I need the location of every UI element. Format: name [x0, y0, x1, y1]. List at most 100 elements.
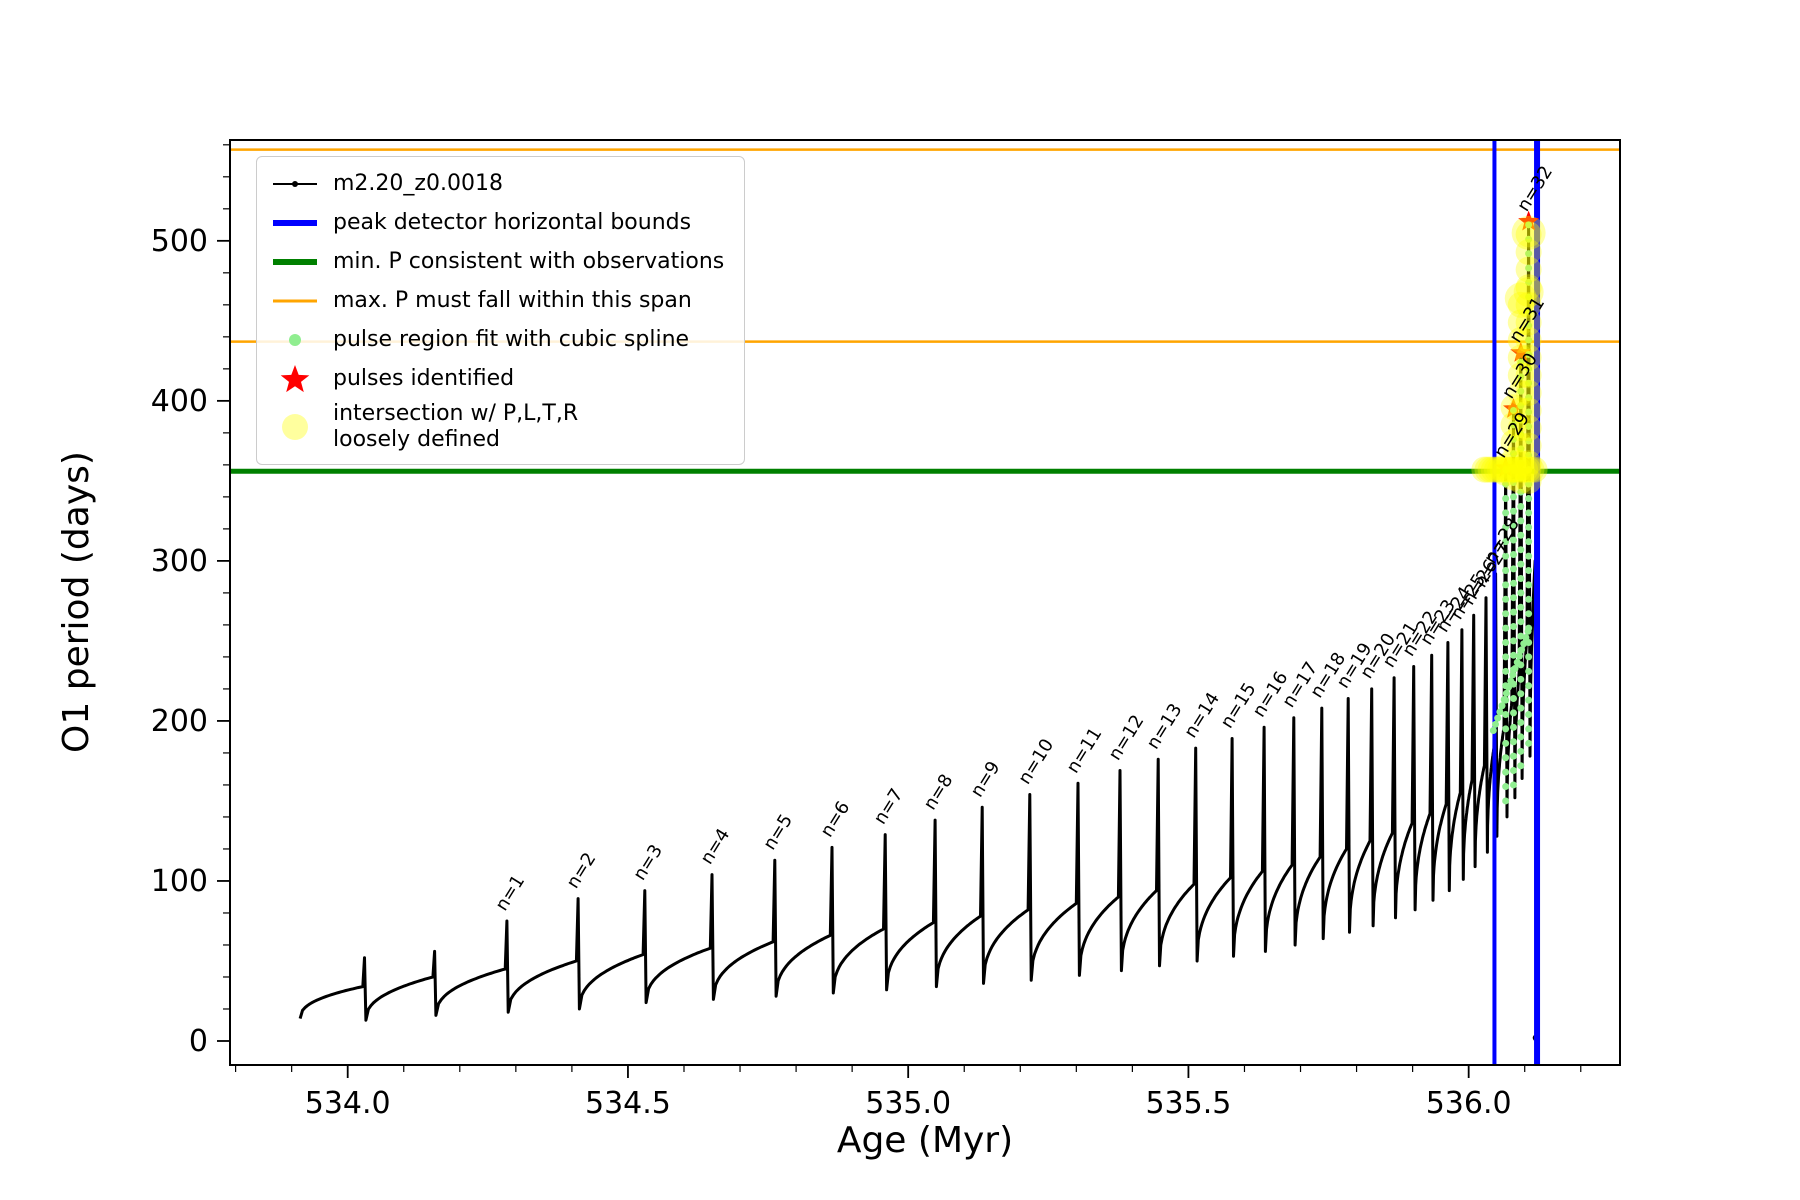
spline-dot — [1525, 552, 1533, 560]
spline-dot — [1517, 719, 1525, 727]
y-tick-label: 100 — [151, 864, 208, 899]
intersection-marker — [1515, 362, 1542, 389]
intersection-marker — [1489, 453, 1522, 486]
intersection-marker — [1515, 415, 1542, 442]
spline-dot — [1510, 450, 1518, 458]
spline-dot — [1510, 536, 1518, 544]
spline-dot — [1510, 637, 1518, 645]
spline-dot — [1517, 690, 1525, 698]
legend-label: max. P must fall within this span — [333, 287, 692, 313]
spline-dot — [1517, 502, 1525, 510]
spline-dot — [1525, 581, 1533, 589]
intersection-marker — [1513, 277, 1544, 308]
spline-dot — [1525, 408, 1533, 416]
spline-dot — [1517, 488, 1525, 496]
intersection-marker — [1500, 447, 1527, 474]
spline-dot — [1525, 509, 1533, 517]
spline-dot — [1525, 422, 1533, 430]
intersection-marker — [1515, 397, 1542, 424]
spline-dot — [1510, 723, 1518, 731]
spline-dot — [1502, 480, 1510, 488]
pulse-star-icon — [1518, 210, 1540, 231]
intersection-marker — [1507, 362, 1534, 389]
spline-dot — [1525, 293, 1533, 301]
pulse-label: n=7 — [870, 785, 908, 828]
intersection-marker — [1480, 456, 1507, 483]
spline-dot — [1517, 387, 1525, 395]
spline-dot — [1517, 589, 1525, 597]
spline-dot — [1517, 430, 1525, 438]
intersection-marker — [1521, 456, 1548, 483]
legend-marker-dot-icon — [289, 334, 301, 346]
intersection-marker — [1474, 456, 1501, 483]
intersection-marker — [1500, 394, 1527, 421]
spline-dot — [1492, 720, 1500, 728]
legend-label: pulses identified — [333, 365, 515, 391]
spline-dot — [1510, 709, 1518, 717]
intersection-marker — [1493, 456, 1520, 483]
spline-dot — [1525, 235, 1533, 243]
spline-dot — [1525, 725, 1533, 733]
legend-label: peak detector horizontal bounds — [333, 209, 692, 235]
intersection-marker — [1515, 221, 1542, 248]
spline-dot — [1502, 739, 1510, 747]
spline-dot — [1525, 394, 1533, 402]
spline-dot — [1525, 682, 1533, 690]
spline-dot — [1510, 406, 1518, 414]
spline-dot — [1525, 451, 1533, 459]
x-tick-label: 535.0 — [865, 1086, 951, 1121]
spline-dot — [1525, 336, 1533, 344]
legend-label: intersection w/ P,L,T,R loosely defined — [333, 401, 579, 453]
spline-dot — [1517, 373, 1525, 381]
spline-dot — [1525, 466, 1533, 474]
spline-dot — [1510, 594, 1518, 602]
spline-dot — [1515, 652, 1523, 660]
spline-dot — [1510, 565, 1518, 573]
x-tick-label: 535.5 — [1145, 1086, 1231, 1121]
spline-dot — [1502, 581, 1510, 589]
series-line — [298, 220, 1538, 1038]
y-axis-label: O1 period (days) — [56, 451, 97, 753]
spline-dot — [1517, 402, 1525, 410]
spline-dot — [1525, 250, 1533, 258]
x-axis-label: Age (Myr) — [837, 1120, 1013, 1161]
spline-dot — [1510, 608, 1518, 616]
pulse-label: n=28 — [1480, 514, 1524, 567]
spline-dot — [1517, 603, 1525, 611]
legend-marker-big-dot-icon — [282, 414, 308, 441]
legend-label: m2.20_z0.0018 — [333, 170, 503, 196]
pulse-label: n=8 — [920, 770, 958, 813]
plot-border — [229, 139, 1621, 1066]
intersection-marker — [1518, 456, 1545, 483]
spline-dot — [1517, 517, 1525, 525]
pulse-label: n=11 — [1062, 724, 1106, 777]
intersection-marker — [1507, 309, 1534, 336]
spline-dot — [1502, 466, 1510, 474]
spline-dot — [1502, 595, 1510, 603]
intersection-marker — [1507, 397, 1534, 424]
spline-dot — [1517, 445, 1525, 453]
intersection-marker — [1500, 411, 1527, 438]
spline-dot — [1525, 696, 1533, 704]
spline-dot — [1517, 560, 1525, 568]
legend-marker-thick-line-icon — [273, 220, 317, 226]
pulse-label: n=5 — [759, 810, 797, 853]
legend-item: intersection w/ P,L,T,R loosely defined — [269, 401, 724, 454]
spline-dot — [1489, 727, 1497, 735]
intersection-marker — [1500, 429, 1527, 456]
spline-dot — [1525, 566, 1533, 574]
spline-dot — [1502, 689, 1510, 697]
spline-dot — [1518, 646, 1526, 654]
spline-dot — [1510, 493, 1518, 501]
legend-marker-star-icon — [280, 365, 310, 393]
spline-dot — [1517, 747, 1525, 755]
spline-dot — [1510, 695, 1518, 703]
spline-dot — [1502, 768, 1510, 776]
spline-dot — [1517, 546, 1525, 554]
spline-dot — [1502, 667, 1510, 675]
spline-dot — [1525, 379, 1533, 387]
pulse-star-icon — [1510, 341, 1532, 362]
legend-marker-line-icon — [273, 299, 317, 303]
spline-dot — [1510, 781, 1518, 789]
